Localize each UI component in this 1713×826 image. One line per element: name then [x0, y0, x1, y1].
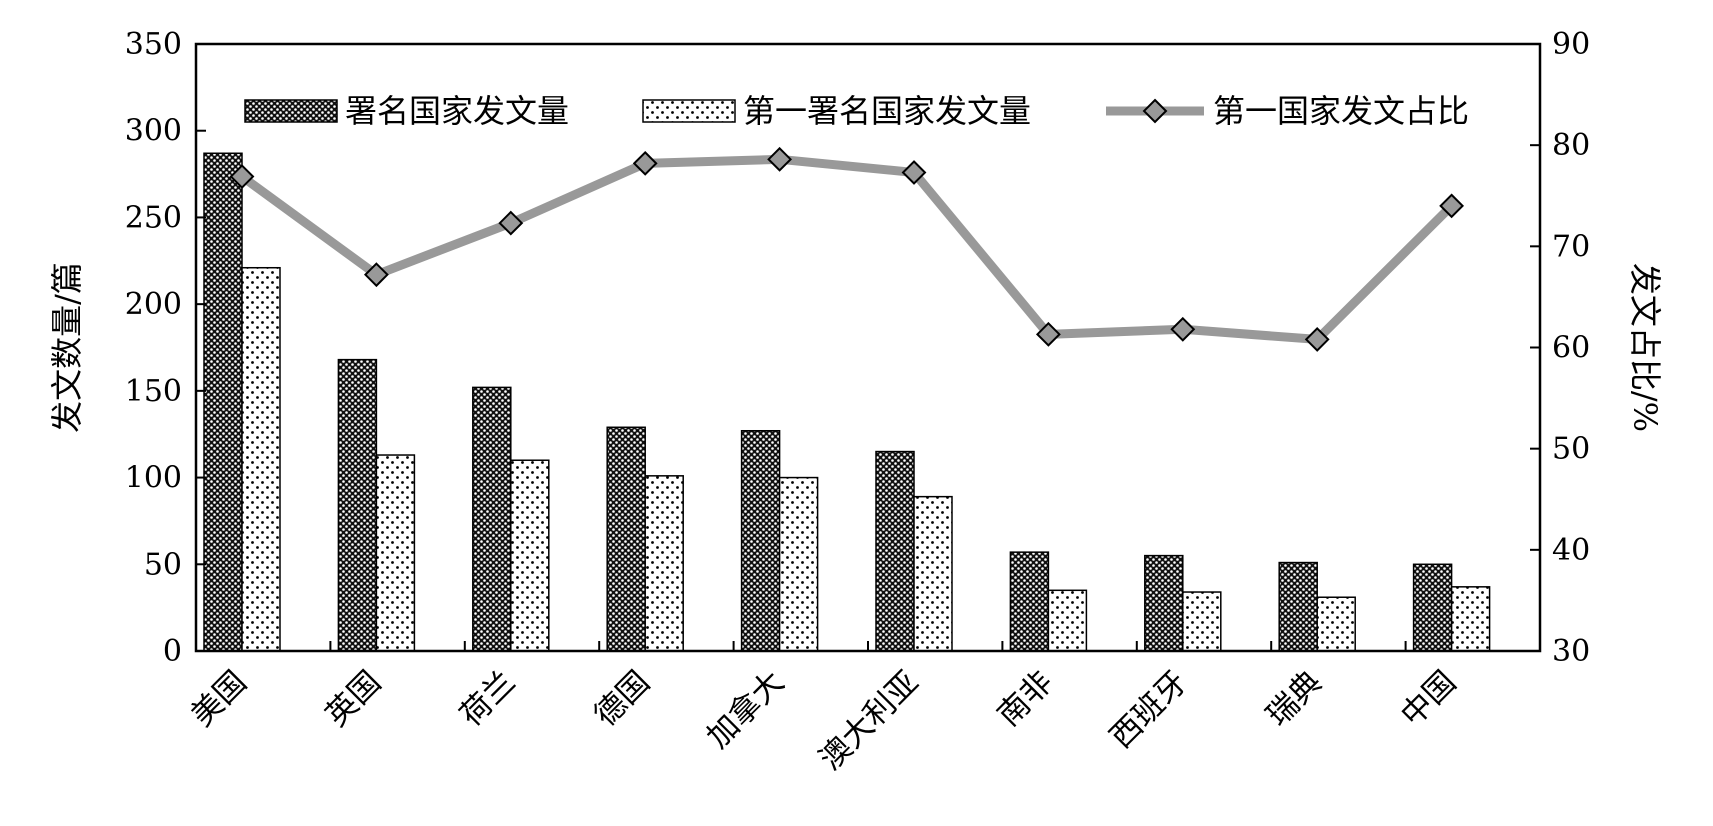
legend-label-first-signed: 第一署名国家发文量 [743, 92, 1031, 130]
left-tick-label-2: 100 [125, 461, 182, 496]
category-label-3: 德国 [588, 664, 657, 733]
legend-label-ratio: 第一国家发文占比 [1213, 92, 1469, 130]
ratio-marker-7 [1170, 316, 1196, 342]
category-label-9: 中国 [1394, 664, 1463, 733]
bar-signed-5 [875, 450, 915, 652]
ratio-marker-5 [901, 160, 927, 185]
axes-layer [194, 42, 1542, 653]
bar-first-signed-8 [1316, 596, 1356, 652]
right-tick-label-0: 30 [1552, 634, 1590, 669]
legend-marker-ratio [1142, 98, 1168, 124]
y-axis-title: 发文数量/篇 [48, 262, 86, 433]
left-tick-label-6: 300 [125, 114, 182, 149]
bar-signed-8 [1278, 561, 1318, 652]
category-label-0: 美国 [184, 664, 253, 733]
right-tick-label-5: 80 [1552, 128, 1590, 163]
bar-first-signed-3 [644, 475, 684, 652]
category-label-8: 瑞典 [1260, 664, 1329, 733]
right-tick-label-3: 60 [1552, 331, 1590, 366]
category-label-4: 加拿大 [700, 664, 791, 755]
bar-first-signed-9 [1450, 586, 1491, 652]
right-tick-label-2: 50 [1552, 432, 1590, 467]
category-label-6: 南非 [991, 664, 1060, 733]
legend-label-signed: 署名国家发文量 [345, 92, 569, 130]
bar-signed-9 [1412, 563, 1453, 652]
bar-first-signed-2 [510, 459, 550, 652]
left-tick-label-4: 200 [125, 287, 182, 322]
right-tick-label-6: 90 [1552, 27, 1590, 62]
ratio-marker-9 [1439, 193, 1465, 219]
bar-signed-0 [203, 152, 243, 652]
bar-signed-4 [740, 429, 781, 652]
ratio-marker-4 [767, 146, 793, 172]
left-tick-label-1: 50 [144, 547, 182, 582]
bar-signed-7 [1144, 554, 1184, 652]
line-layer [229, 146, 1465, 352]
right-tick-label-1: 40 [1552, 533, 1590, 568]
bar-first-signed-6 [1047, 589, 1088, 652]
left-tick-label-5: 250 [125, 200, 182, 235]
legend: 署名国家发文量 第一署名国家发文量 第一国家发文占比 [244, 92, 1469, 130]
category-label-5: 澳大利亚 [813, 664, 926, 777]
right-tick-label-4: 70 [1552, 229, 1590, 264]
bar-first-signed-5 [913, 495, 953, 652]
bar-first-signed-4 [778, 476, 819, 652]
labels-layer: 0 50 100 150 200 250 300 350 30 40 50 60 70 80 90 美国 英国荷… [48, 27, 1664, 777]
y2-axis-title: 发文占比/% [1626, 263, 1664, 432]
category-label-2: 荷兰 [453, 664, 522, 733]
bar-signed-3 [606, 426, 646, 652]
legend-swatch-signed [244, 99, 338, 123]
bar-first-signed-1 [375, 454, 416, 652]
legend-swatch-first-signed [642, 99, 736, 123]
bars-layer [203, 152, 1491, 652]
bar-signed-2 [472, 386, 512, 652]
left-tick-label-0: 0 [163, 634, 182, 669]
ratio-marker-3 [632, 150, 658, 176]
ratio-marker-8 [1304, 326, 1330, 352]
category-label-1: 英国 [319, 664, 388, 733]
ratio-marker-0 [229, 164, 255, 189]
left-tick-label-3: 150 [125, 374, 182, 409]
left-tick-label-7: 350 [125, 27, 182, 62]
ratio-marker-2 [498, 210, 524, 236]
ratio-line [239, 154, 1455, 344]
category-label-7: 西班牙 [1103, 664, 1194, 755]
bar-first-signed-7 [1182, 591, 1222, 652]
bar-signed-1 [337, 358, 378, 652]
bar-first-signed-0 [241, 266, 281, 652]
ratio-marker-6 [1035, 321, 1061, 347]
bar-signed-6 [1009, 551, 1050, 652]
ratio-marker-1 [363, 262, 389, 288]
